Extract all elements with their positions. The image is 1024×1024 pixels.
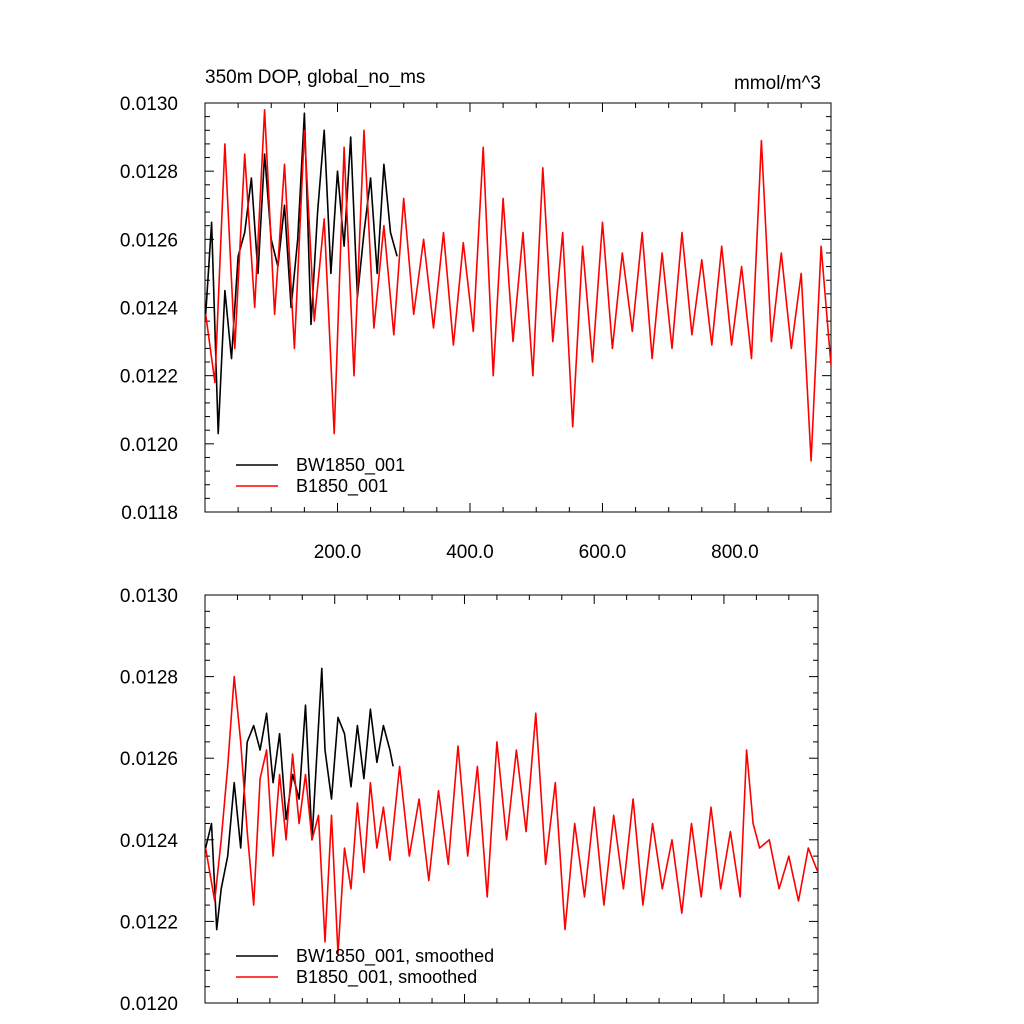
bottom-panel: 0.0120 0.0122 0.0124 0.0126 0.0128 0.0130 BW18… (120, 586, 819, 1015)
y-tick-label: 0.0128 (120, 668, 178, 689)
x-tick-label: 800.0 (711, 542, 759, 563)
y-tick-label: 0.0126 (120, 230, 178, 251)
y-tick-label: 0.0124 (120, 299, 179, 320)
legend-label: BW1850_001 (296, 455, 405, 476)
x-tick-label: 600.0 (579, 542, 627, 563)
legend-label: B1850_001, smoothed (296, 967, 477, 988)
y-tick-label: 0.0120 (120, 994, 178, 1015)
y-tick-label: 0.0124 (120, 831, 179, 852)
plot-frame (204, 594, 819, 1004)
legend-label: BW1850_001, smoothed (296, 946, 494, 967)
series-line-0 (205, 112, 398, 435)
y-tick-label: 0.0122 (120, 367, 178, 388)
series-line-1 (205, 109, 831, 462)
units-label: mmol/m^3 (734, 73, 821, 94)
y-tick-label: 0.0130 (120, 94, 178, 115)
y-tick-label: 0.0118 (121, 503, 178, 524)
y-tick-label: 0.0128 (120, 162, 178, 183)
y-tick-label: 0.0126 (120, 749, 178, 770)
y-tick-label: 0.0130 (120, 586, 178, 607)
legend-label: B1850_001 (296, 476, 388, 497)
chart-title: 350m DOP, global_no_ms (205, 67, 425, 88)
series-line-1 (205, 675, 818, 955)
y-tick-label: 0.0120 (120, 435, 178, 456)
series-line-0 (205, 667, 394, 931)
top-panel: 0.0118 0.0120 0.0122 0.0124 0.0126 0.0128 0.01… (120, 67, 832, 563)
x-tick-label: 200.0 (314, 542, 362, 563)
y-tick-label: 0.0122 (120, 912, 178, 933)
x-tick-label: 400.0 (446, 542, 494, 563)
